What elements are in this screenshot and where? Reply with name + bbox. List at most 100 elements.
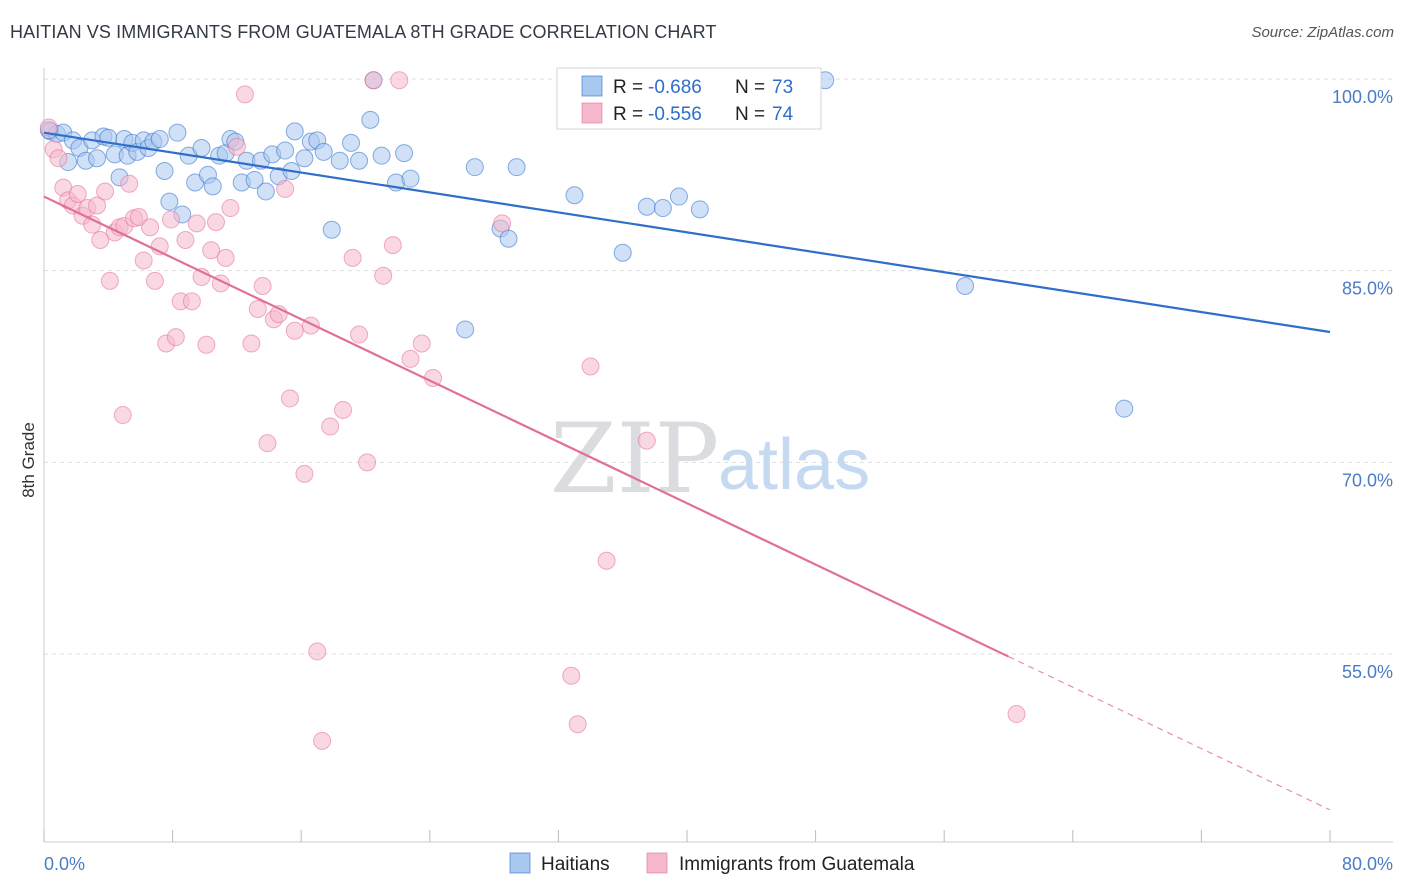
guatemala-point-51 bbox=[313, 731, 332, 750]
guatemala-point-25 bbox=[166, 328, 185, 347]
legend-n-label-1: N = bbox=[735, 77, 765, 98]
legend-r-value-2: -0.556 bbox=[648, 104, 702, 125]
y-tick-label-2: 70.0% bbox=[1342, 470, 1393, 490]
guatemala-point-38 bbox=[235, 85, 254, 104]
guatemala-point-10 bbox=[88, 196, 107, 215]
y-axis-label: 8th Grade bbox=[19, 422, 38, 498]
legend-n-value-1: 73 bbox=[772, 77, 793, 98]
haitians-point-44 bbox=[295, 149, 314, 168]
haitians-point-20 bbox=[150, 130, 169, 149]
haitians-point-68 bbox=[690, 200, 709, 219]
guatemala-point-41 bbox=[253, 277, 272, 295]
guatemala-point-16 bbox=[120, 174, 139, 193]
guatemala-point-53 bbox=[333, 400, 352, 419]
guatemala-point-45 bbox=[276, 179, 295, 198]
haitians-point-62 bbox=[507, 158, 526, 177]
guatemala-point-19 bbox=[134, 251, 153, 270]
haitians-point-47 bbox=[314, 142, 333, 161]
trend-layer bbox=[43, 131, 1331, 811]
guatemala-point-24 bbox=[161, 210, 180, 229]
guatemala-point-65 bbox=[562, 666, 581, 685]
x-tick-labels: 0.0% 80.0% bbox=[44, 854, 1393, 874]
haitians-point-27 bbox=[192, 139, 211, 157]
guatemala-point-50 bbox=[308, 642, 327, 661]
haitians-point-43 bbox=[285, 122, 304, 141]
haitians-point-49 bbox=[330, 151, 349, 170]
guatemala-point-71 bbox=[1007, 705, 1026, 724]
haitians-point-57 bbox=[401, 169, 420, 188]
legend-swatch-guatemala bbox=[581, 102, 603, 124]
legend-n-value-2: 74 bbox=[772, 104, 794, 125]
guatemala-point-59 bbox=[383, 236, 402, 255]
guatemala-point-35 bbox=[216, 248, 235, 267]
guatemala-point-40 bbox=[248, 300, 267, 318]
legend-swatch-haitians bbox=[581, 75, 603, 97]
guatemala-point-33 bbox=[207, 213, 226, 232]
haitians-point-65 bbox=[637, 197, 656, 216]
guatemala-point-55 bbox=[350, 325, 369, 344]
watermark-zip: ZIP bbox=[550, 403, 719, 515]
y-tick-label-1: 85.0% bbox=[1342, 279, 1393, 299]
haitians-point-58 bbox=[456, 320, 475, 339]
bottom-legend-guatemala: Immigrants from Guatemala bbox=[679, 854, 915, 875]
haitians-point-67 bbox=[669, 187, 688, 206]
guatemala-point-21 bbox=[145, 271, 164, 290]
haitians-point-38 bbox=[256, 182, 275, 201]
guatemala-point-48 bbox=[295, 464, 314, 483]
guatemala-point-68 bbox=[597, 551, 616, 570]
chart-title: HAITIAN VS IMMIGRANTS FROM GUATEMALA 8TH… bbox=[10, 22, 717, 42]
guatemala-point-11 bbox=[96, 182, 115, 201]
haitians-point-21 bbox=[155, 162, 174, 180]
guatemala-point-39 bbox=[242, 334, 261, 353]
guatemala-point-67 bbox=[581, 357, 600, 376]
guatemala-point-72 bbox=[113, 406, 132, 425]
guatemala-point-66 bbox=[568, 715, 587, 734]
guatemala-point-64 bbox=[493, 214, 512, 233]
legend-r-label-1: R = bbox=[613, 77, 643, 98]
guatemala-trend-extension bbox=[1008, 656, 1331, 811]
points-layer bbox=[39, 71, 1134, 750]
guatemala-point-29 bbox=[187, 214, 206, 233]
guatemala-point-56 bbox=[358, 453, 377, 472]
guatemala-point-57 bbox=[364, 71, 383, 90]
guatemala-point-42 bbox=[258, 434, 277, 453]
haitians-point-56 bbox=[395, 144, 414, 163]
y-tick-label-3: 55.0% bbox=[1342, 662, 1393, 682]
legend-n-label-2: N = bbox=[735, 104, 765, 125]
haitians-point-8 bbox=[88, 149, 107, 168]
guatemala-point-58 bbox=[374, 266, 393, 285]
haitians-point-22 bbox=[160, 192, 179, 211]
guatemala-point-27 bbox=[176, 231, 195, 249]
watermark-atlas: atlas bbox=[718, 425, 870, 505]
guatemala-point-12 bbox=[100, 271, 119, 290]
haitians-point-54 bbox=[372, 146, 391, 165]
guatemala-point-73 bbox=[91, 231, 110, 249]
guatemala-point-20 bbox=[141, 218, 160, 237]
y-tick-labels: 100.0% 85.0% 70.0% 55.0% bbox=[1332, 87, 1393, 682]
haitians-point-71 bbox=[1115, 399, 1134, 418]
stats-legend: R = -0.686 N = 73 R = -0.556 N = 74 bbox=[556, 67, 822, 130]
guatemala-point-36 bbox=[221, 199, 240, 218]
guatemala-point-2 bbox=[49, 149, 68, 168]
legend-r-value-1: -0.686 bbox=[648, 77, 702, 98]
y-tick-label-0: 100.0% bbox=[1332, 87, 1393, 107]
guatemala-point-69 bbox=[637, 431, 656, 450]
haitians-point-29 bbox=[203, 177, 222, 196]
guatemala-point-60 bbox=[390, 71, 409, 90]
haitians-point-61 bbox=[499, 229, 518, 248]
guatemala-point-37 bbox=[227, 137, 246, 156]
guatemala-point-61 bbox=[401, 349, 420, 368]
haitians-point-36 bbox=[245, 170, 264, 189]
guatemala-point-54 bbox=[343, 248, 362, 267]
source-label: Source: ZipAtlas.com bbox=[1251, 24, 1394, 41]
haitians-point-51 bbox=[350, 151, 369, 170]
guatemala-point-18 bbox=[129, 208, 148, 226]
guatemala-point-28 bbox=[182, 292, 201, 311]
bottom-legend: Haitians Immigrants from Guatemala bbox=[509, 852, 915, 875]
legend-r-label-2: R = bbox=[613, 104, 643, 125]
guatemala-point-32 bbox=[202, 241, 221, 260]
bottom-legend-swatch-haitians bbox=[509, 852, 531, 874]
guatemala-point-47 bbox=[285, 321, 304, 340]
haitians-point-63 bbox=[565, 186, 584, 205]
